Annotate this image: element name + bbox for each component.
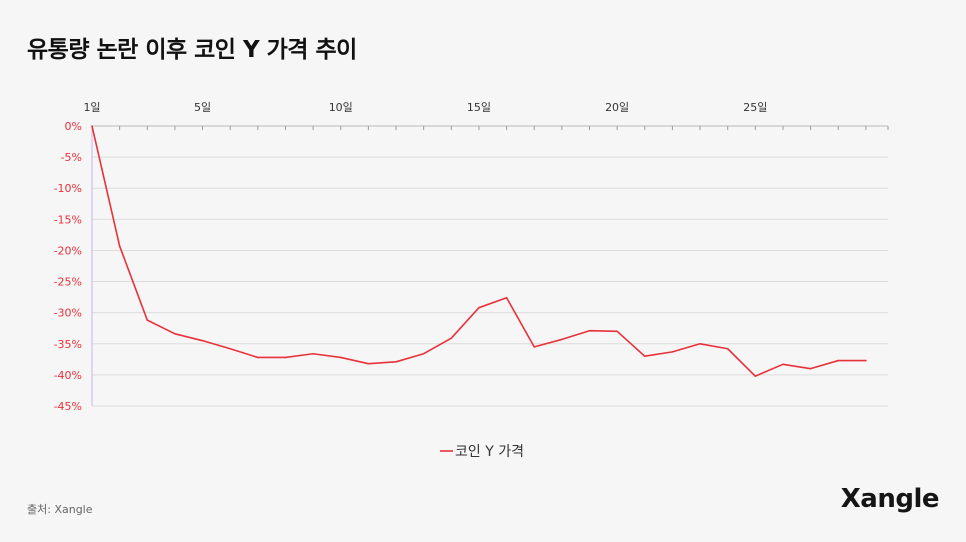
data-point: [284, 356, 287, 359]
x-tick-label: 25일: [743, 100, 767, 114]
y-tick-label: -15%: [54, 213, 82, 226]
y-tick-label: -45%: [54, 400, 82, 413]
data-point: [754, 375, 757, 377]
x-tick-label: 10일: [329, 100, 353, 114]
data-point: [809, 367, 812, 370]
data-point: [312, 352, 314, 355]
data-point: [588, 329, 591, 332]
series-line: [91, 125, 866, 377]
data-point: [146, 319, 149, 321]
data-point: [643, 355, 646, 358]
data-point: [865, 359, 867, 362]
data-point: [339, 356, 342, 359]
data-point: [561, 338, 563, 341]
x-tick-label: 20일: [605, 100, 629, 114]
y-tick-label: -35%: [54, 338, 82, 351]
y-tick-label: 0%: [65, 120, 82, 133]
grid-lines: [92, 156, 888, 407]
data-point: [671, 351, 674, 353]
data-point: [505, 296, 508, 299]
data-point: [726, 347, 729, 350]
y-tick-label: -20%: [54, 244, 82, 257]
data-point: [782, 363, 784, 366]
data-point: [118, 245, 121, 247]
data-point: [837, 359, 840, 362]
y-tick-label: -10%: [54, 182, 82, 195]
data-point: [395, 361, 397, 363]
x-tick-label: 5일: [194, 100, 211, 114]
legend-label: 코인 Y 가격: [455, 444, 524, 460]
series-lines: [91, 125, 867, 377]
data-point: [699, 342, 701, 345]
data-point: [91, 125, 93, 127]
y-tick-label: -40%: [54, 369, 82, 382]
x-tick-label: 1일: [83, 100, 100, 114]
data-point: [174, 333, 176, 335]
x-tick-label: 15일: [467, 100, 491, 114]
y-tick-label: -5%: [61, 151, 82, 164]
y-tick-label: -25%: [54, 276, 82, 289]
chart-title: 유통량 논란 이후 코인 Y 가격 추이: [27, 37, 357, 63]
data-point: [257, 356, 259, 359]
data-point: [533, 346, 536, 348]
legend: 코인 Y 가격: [440, 444, 524, 460]
data-point: [201, 339, 204, 342]
data-point: [616, 330, 618, 333]
y-tick-labels: 0% -5% -10% -15% -20% -25% -30% -35% -40% -45%: [54, 120, 82, 413]
data-point: [422, 352, 425, 355]
x-tick-labels: 1일 5일 10일 15일 20일 25일: [83, 100, 767, 114]
data-point: [229, 347, 231, 350]
data-point: [478, 306, 480, 309]
data-point: [450, 337, 453, 339]
y-tick-label: -30%: [54, 307, 82, 320]
data-point: [367, 362, 370, 365]
source-note: 출처: Xangle: [27, 503, 93, 516]
axes: [91, 125, 889, 406]
brand-logo: Xangle: [840, 484, 940, 514]
